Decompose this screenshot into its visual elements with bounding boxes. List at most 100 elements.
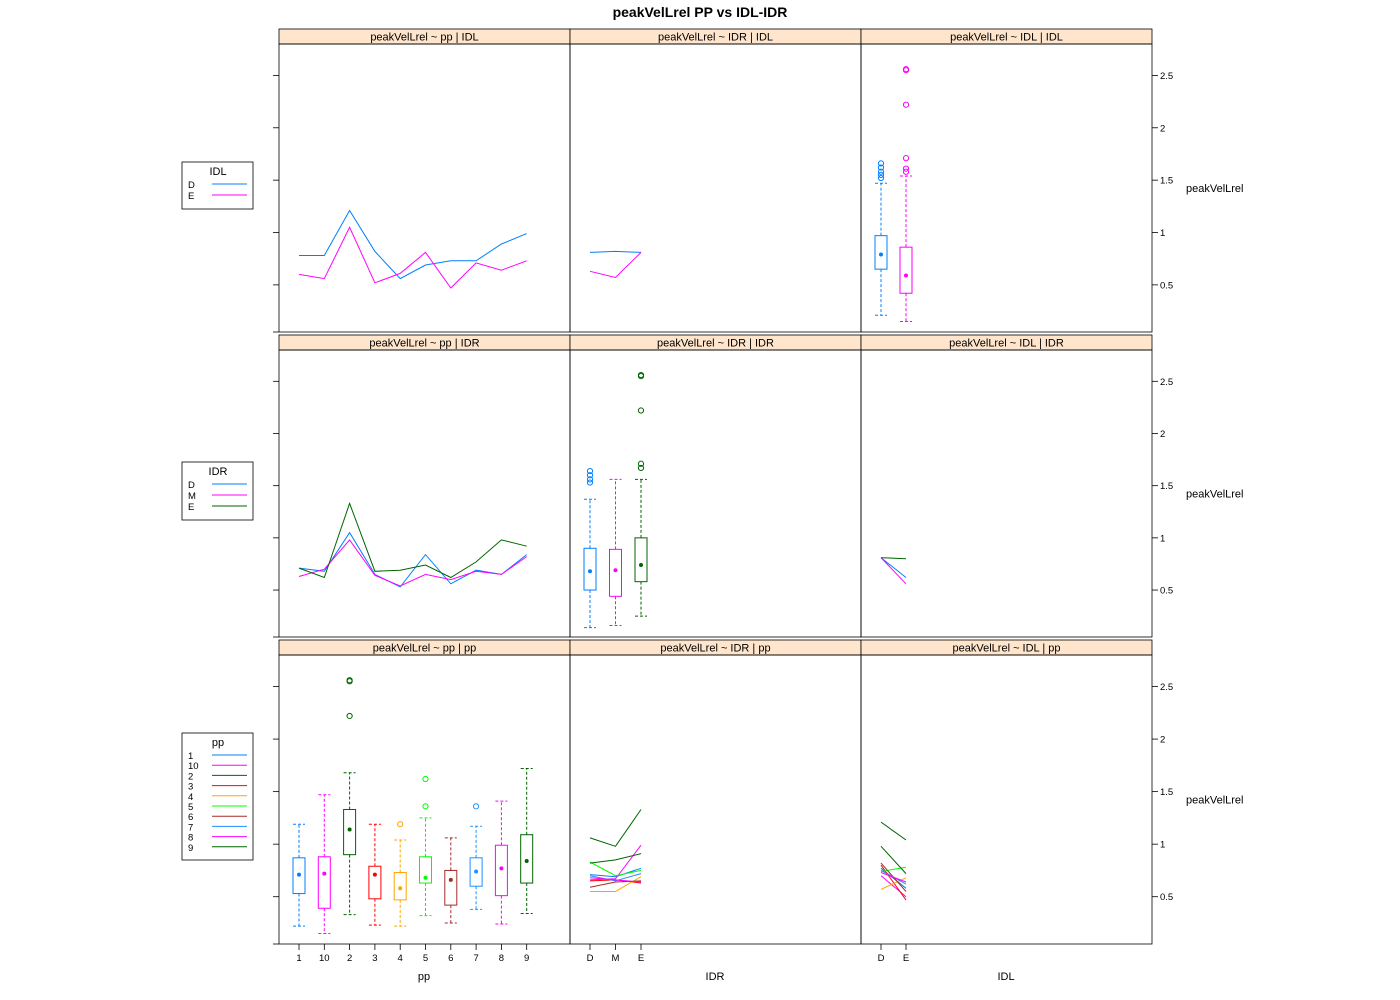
box-9 bbox=[520, 767, 534, 915]
series-line-5 bbox=[880, 866, 907, 872]
panels-layer: peakVelLrel ~ pp | IDL peakVelLrel ~ IDR … bbox=[278, 28, 1153, 945]
panel-frame bbox=[860, 654, 1153, 945]
box-body bbox=[874, 235, 888, 270]
outlier-point bbox=[346, 677, 353, 684]
outlier-point bbox=[586, 467, 594, 475]
strip-label: peakVelLrel ~ pp | pp bbox=[373, 643, 476, 655]
strip-label: peakVelLrel ~ IDR | pp bbox=[660, 643, 770, 655]
box-body bbox=[469, 857, 483, 887]
outlier-point bbox=[877, 168, 885, 175]
box-1 bbox=[292, 823, 306, 927]
box-3 bbox=[368, 823, 382, 926]
y-tick-label: 2 bbox=[1160, 735, 1165, 746]
legend-key-label: 4 bbox=[188, 792, 193, 803]
legend-idl: IDL DE bbox=[181, 161, 254, 210]
x-tick-label: D bbox=[878, 953, 885, 964]
panel-frame bbox=[278, 43, 571, 333]
y-tick-label: 1.5 bbox=[1160, 787, 1173, 798]
series-line-8 bbox=[589, 877, 642, 883]
outlier-point bbox=[473, 803, 480, 810]
y-axis-label: peakVelLrel bbox=[1186, 795, 1244, 807]
x-tick-label: D bbox=[587, 953, 594, 964]
legend-key-label: M bbox=[188, 491, 196, 502]
box-body bbox=[444, 869, 458, 906]
box-d bbox=[874, 160, 888, 316]
series-line-2 bbox=[589, 809, 642, 847]
box-body bbox=[393, 872, 407, 901]
y-axis-label: peakVelLrel bbox=[1186, 489, 1244, 501]
legend-key-label: 9 bbox=[188, 843, 193, 854]
strip-label: peakVelLrel ~ IDL | pp bbox=[953, 643, 1061, 655]
box-7 bbox=[469, 803, 483, 910]
box-5 bbox=[419, 775, 432, 917]
series-line-e bbox=[880, 557, 907, 560]
outlier-point bbox=[422, 775, 429, 783]
legend-key-label: 5 bbox=[188, 802, 193, 813]
series-line-d bbox=[589, 250, 642, 253]
panel-peakvellrel-idl-pp: peakVelLrel ~ IDL | pp bbox=[860, 639, 1153, 945]
panel-peakvellrel-pp-pp: peakVelLrel ~ pp | pp bbox=[278, 639, 571, 945]
legend-key-label: 8 bbox=[188, 833, 193, 844]
legend-frame bbox=[181, 732, 254, 861]
median-dot bbox=[474, 869, 479, 874]
panel-peakvellrel-idl-idl: peakVelLrel ~ IDL | IDL bbox=[860, 28, 1153, 333]
legend-frame bbox=[181, 161, 254, 210]
legend-title: IDL bbox=[209, 166, 226, 178]
strip-label: peakVelLrel ~ IDR | IDL bbox=[658, 32, 773, 44]
legend-key-label: 2 bbox=[188, 771, 193, 782]
series-line-e bbox=[298, 226, 527, 289]
box-body bbox=[292, 857, 306, 895]
x-tick-label: 10 bbox=[319, 953, 330, 964]
x-axis-label: IDR bbox=[706, 971, 725, 983]
outlier-point bbox=[877, 160, 885, 167]
y-tick-label: 0.5 bbox=[1160, 280, 1173, 291]
x-axis-label: pp bbox=[418, 971, 430, 983]
median-dot bbox=[639, 562, 643, 567]
panel-peakvellrel-idl-idr: peakVelLrel ~ IDL | IDR bbox=[860, 334, 1153, 638]
y-tick-label: 1 bbox=[1160, 533, 1165, 544]
box-2 bbox=[343, 677, 357, 916]
box-body bbox=[317, 856, 331, 909]
outlier-point bbox=[902, 101, 910, 108]
x-tick-label: 4 bbox=[398, 953, 403, 964]
legend-key-label: 6 bbox=[188, 812, 193, 823]
y-tick-label: 2 bbox=[1160, 429, 1165, 440]
y-tick-label: 1.5 bbox=[1160, 176, 1173, 187]
series-line-10 bbox=[880, 875, 907, 898]
outlier-point bbox=[902, 155, 910, 162]
legend-key-label: E bbox=[188, 502, 194, 513]
box-body bbox=[899, 246, 913, 294]
y-tick-label: 2 bbox=[1160, 123, 1165, 134]
outlier-point bbox=[902, 168, 910, 175]
outlier-point bbox=[422, 803, 429, 810]
median-dot bbox=[613, 568, 618, 573]
median-dot bbox=[347, 827, 352, 832]
box-body bbox=[609, 548, 622, 597]
outlier-point bbox=[902, 165, 910, 172]
median-dot bbox=[524, 858, 529, 863]
series-line-7 bbox=[589, 873, 642, 882]
series-line-m bbox=[298, 539, 527, 587]
series-line-4 bbox=[880, 877, 907, 890]
outlier-point bbox=[902, 66, 910, 73]
legend-key-label: 10 bbox=[188, 761, 199, 772]
y-tick-label: 1.5 bbox=[1160, 481, 1173, 492]
y-tick-label: 2.5 bbox=[1160, 377, 1173, 388]
panel-peakvellrel-idr-pp: peakVelLrel ~ IDR | pp bbox=[569, 639, 862, 945]
outlier-point bbox=[877, 174, 885, 182]
series-line-d bbox=[880, 557, 907, 578]
outlier-point bbox=[346, 712, 353, 720]
outlier-point bbox=[586, 479, 594, 486]
strip-label: peakVelLrel ~ IDL | IDL bbox=[950, 32, 1063, 44]
outlier-point bbox=[637, 460, 645, 467]
panel-peakvellrel-idr-idr: peakVelLrel ~ IDR | IDR bbox=[569, 334, 862, 638]
outlier-point bbox=[877, 171, 885, 179]
strip-label: peakVelLrel ~ pp | IDL bbox=[370, 32, 478, 44]
outlier-point bbox=[877, 164, 885, 171]
box-8 bbox=[494, 800, 508, 925]
x-tick-label: 5 bbox=[423, 953, 428, 964]
series-line-1 bbox=[589, 867, 642, 878]
panel-peakvellrel-pp-idl: peakVelLrel ~ pp | IDL bbox=[278, 28, 571, 333]
panel-frame bbox=[860, 43, 1153, 333]
median-dot bbox=[448, 877, 453, 882]
